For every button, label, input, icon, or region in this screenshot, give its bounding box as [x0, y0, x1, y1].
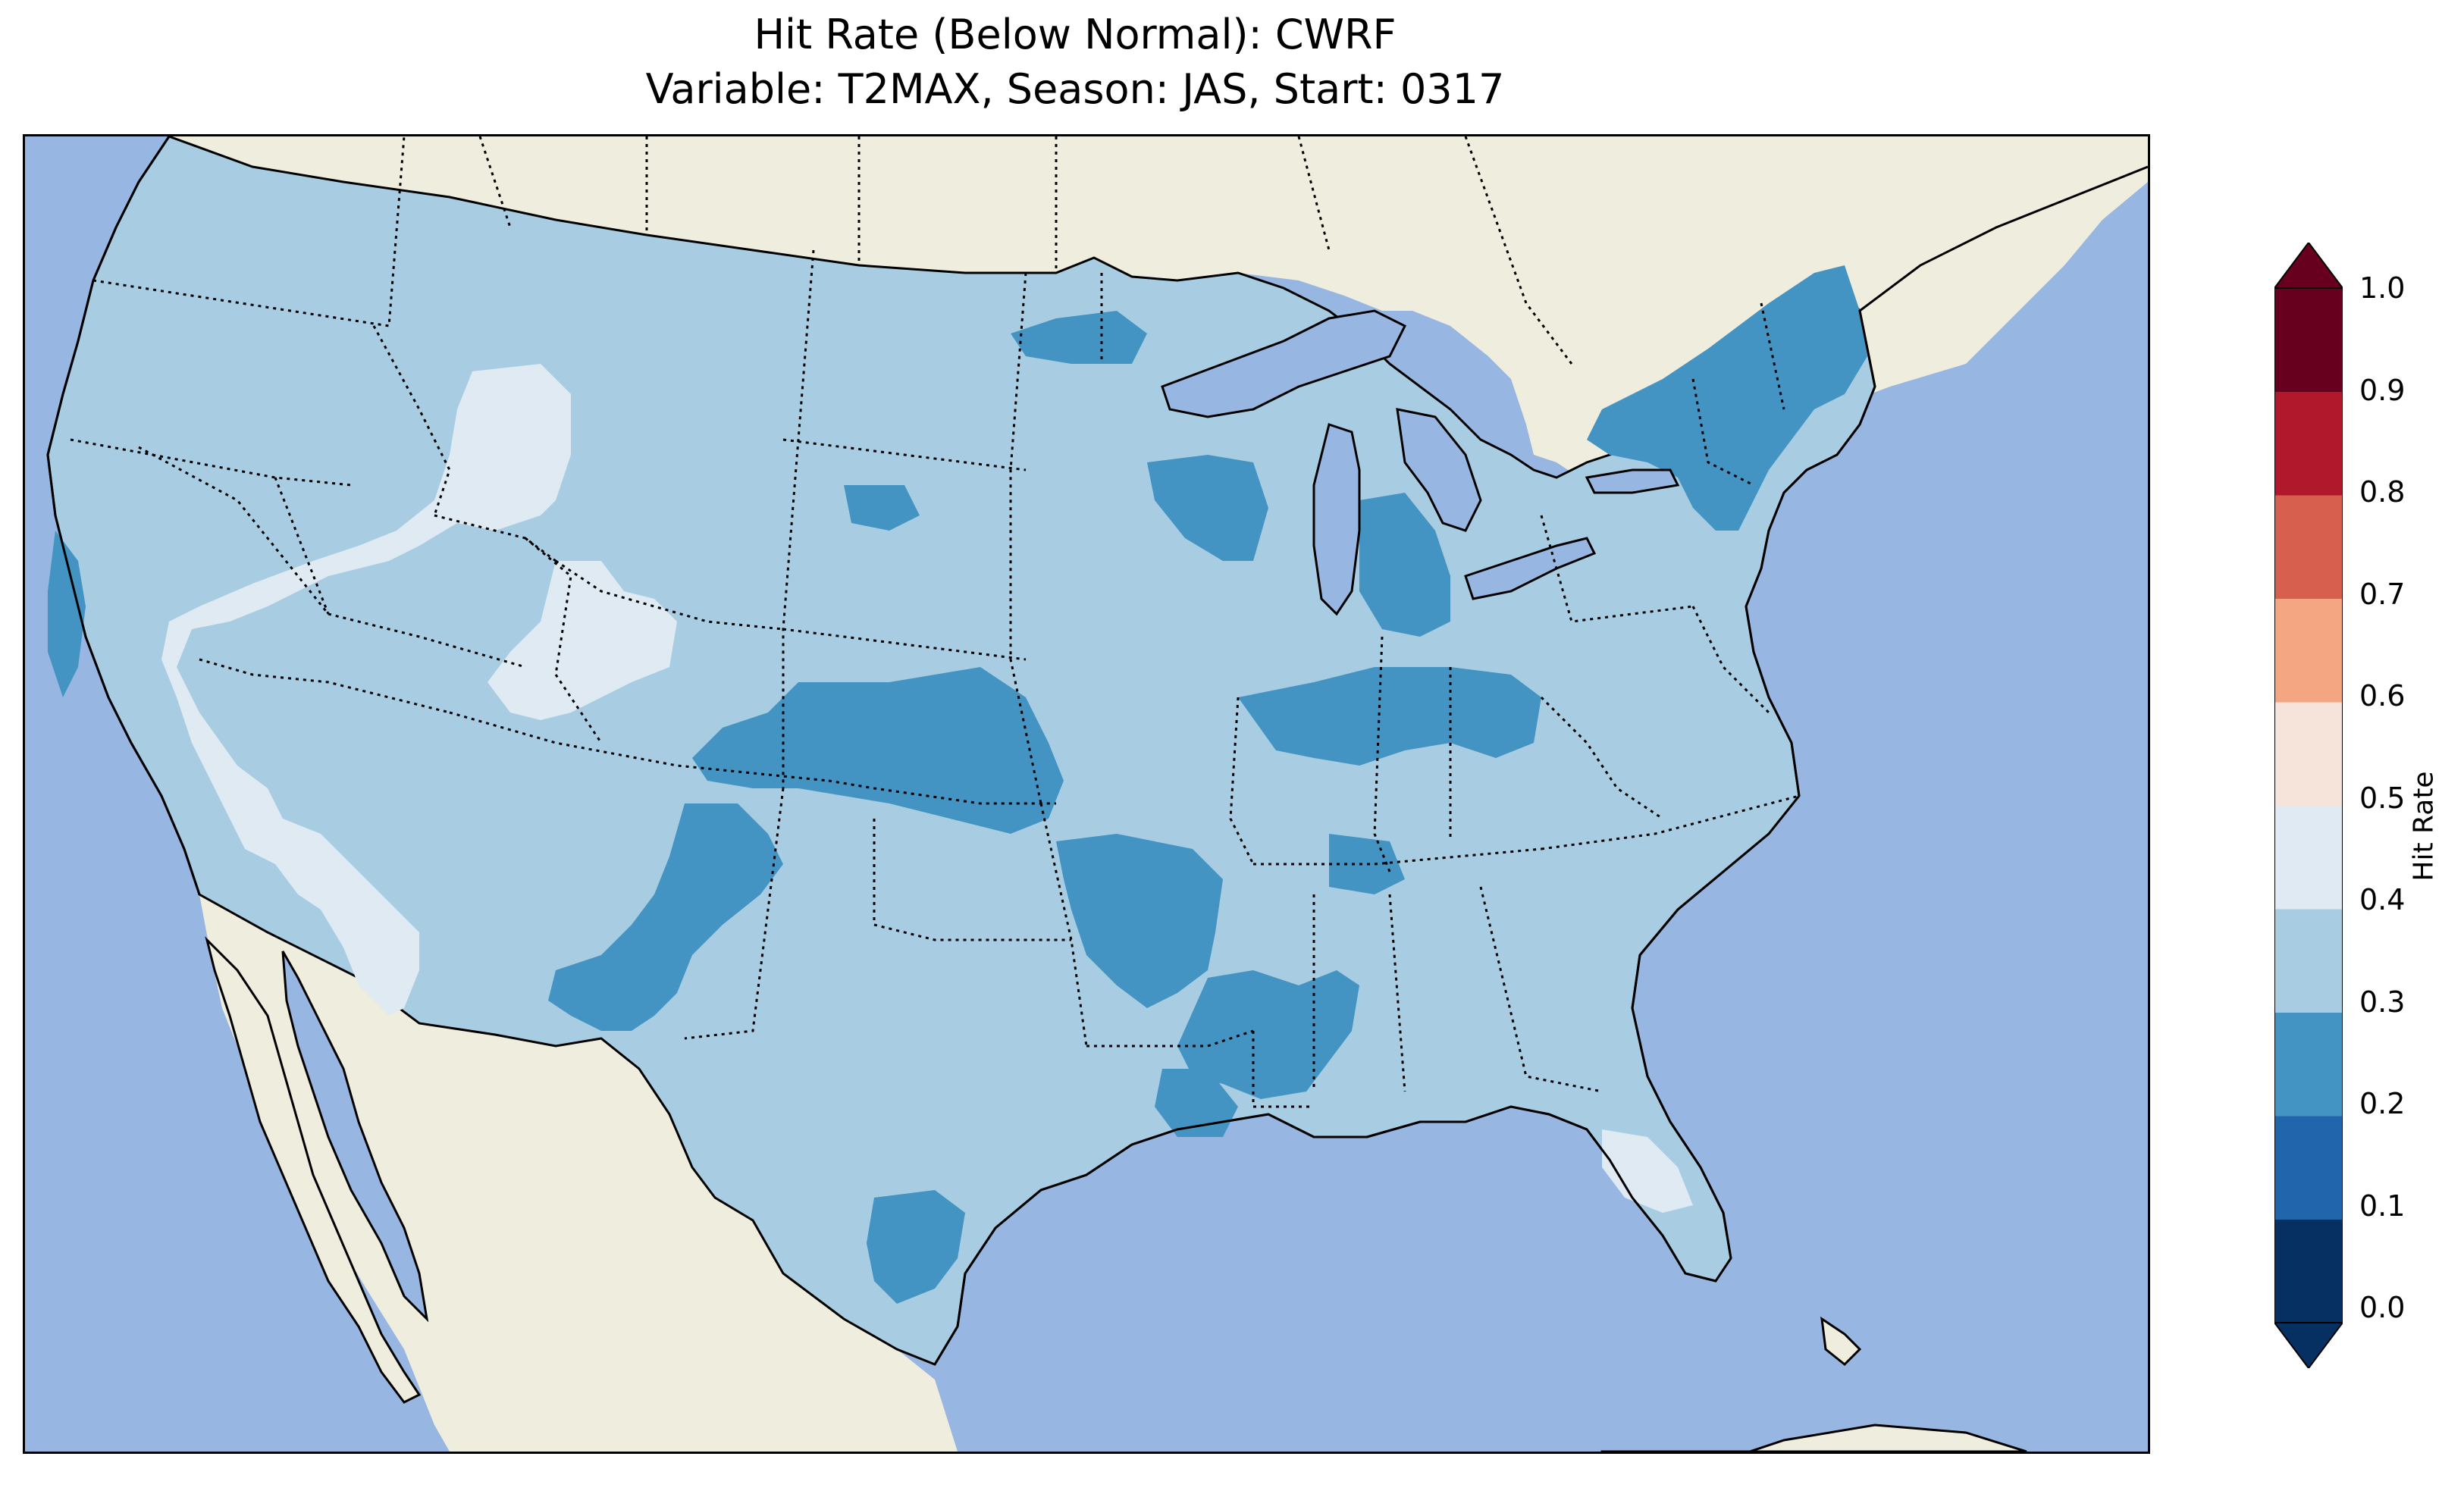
map-title-line2: Variable: T2MAX, Season: JAS, Start: 031…	[645, 65, 1505, 113]
colorbar-bin-1	[2274, 1116, 2343, 1220]
colorbar-tick-5: 0.5	[2359, 781, 2406, 815]
region-louisiana	[1155, 1069, 1238, 1137]
baja-land	[205, 936, 422, 1404]
bahamas-island	[1820, 1316, 1862, 1367]
regions-hr-0.2-0.3	[48, 265, 1867, 1304]
colorbar-bin-4	[2274, 805, 2343, 910]
region-michigan	[1359, 493, 1450, 637]
colorbar-tick-4: 0.4	[2359, 883, 2406, 916]
lake-huron	[1396, 408, 1482, 532]
coastline-pacific	[46, 136, 201, 895]
lake-superior	[1161, 309, 1407, 418]
region-california-coast	[48, 531, 86, 697]
map-panel	[23, 134, 2150, 1454]
state-borders	[70, 136, 1800, 1108]
colorbar-extend-lower	[2274, 1322, 2343, 1368]
colorbar-bin-7	[2274, 495, 2343, 599]
colorbar-tick-9: 0.9	[2359, 374, 2406, 407]
colorbar-tick-6: 0.6	[2359, 679, 2406, 713]
region-oklahoma-arkansas	[1056, 834, 1223, 1008]
region-central-plains	[692, 667, 1064, 834]
mexico-land	[199, 894, 958, 1452]
region-new-mexico	[548, 803, 783, 1031]
colorbar-tick-1: 0.1	[2359, 1189, 2406, 1223]
gulf-of-california	[281, 951, 429, 1323]
region-wisconsin	[1147, 455, 1268, 561]
colorbar-tick-10: 1.0	[2359, 271, 2406, 305]
region-minnesota-north	[1011, 311, 1147, 364]
colorbar-extend-upper	[2274, 243, 2343, 289]
region-hr-0.4-0.5-colorado	[487, 561, 677, 720]
region-hr-0.4-0.5-florida	[1602, 1129, 1693, 1213]
colorbar-tick-3: 0.3	[2359, 985, 2406, 1019]
region-south-texas	[867, 1190, 965, 1304]
colorbar	[2274, 243, 2343, 1368]
cuba-island	[1600, 1424, 2027, 1452]
colorbar-tick-2: 0.2	[2359, 1087, 2406, 1120]
colorbar-tick-7: 0.7	[2359, 578, 2406, 611]
map-canvas	[25, 136, 2148, 1452]
colorbar-outline	[2274, 287, 2343, 1323]
region-midwest	[1238, 667, 1541, 766]
colorbar-tick-8: 0.8	[2359, 475, 2406, 509]
great-lakes	[1161, 309, 1680, 616]
lake-ontario	[1585, 468, 1680, 494]
region-hr-0.4-0.5-west	[161, 364, 571, 1016]
colorbar-bin-8	[2274, 391, 2343, 496]
map-title-line1: Hit Rate (Below Normal): CWRF	[754, 11, 1397, 58]
colorbar-bin-2	[2274, 1012, 2343, 1117]
coastline-gulf	[933, 1105, 1716, 1365]
colorbar-bin-9	[2274, 288, 2343, 392]
colorbar-bin-5	[2274, 702, 2343, 806]
colorbar-bin-3	[2274, 909, 2343, 1013]
colorbar-bin-6	[2274, 598, 2343, 703]
colorbar-tick-0: 0.0	[2359, 1291, 2406, 1324]
region-northeast	[1587, 265, 1867, 531]
colorbar-label: Hit Rate	[2408, 771, 2440, 882]
lake-erie	[1464, 537, 1597, 600]
region-kansas-spot	[844, 485, 920, 531]
lake-michigan	[1312, 423, 1361, 616]
colorbar-bin-0	[2274, 1219, 2343, 1323]
coastline-atlantic	[1631, 165, 2148, 1259]
